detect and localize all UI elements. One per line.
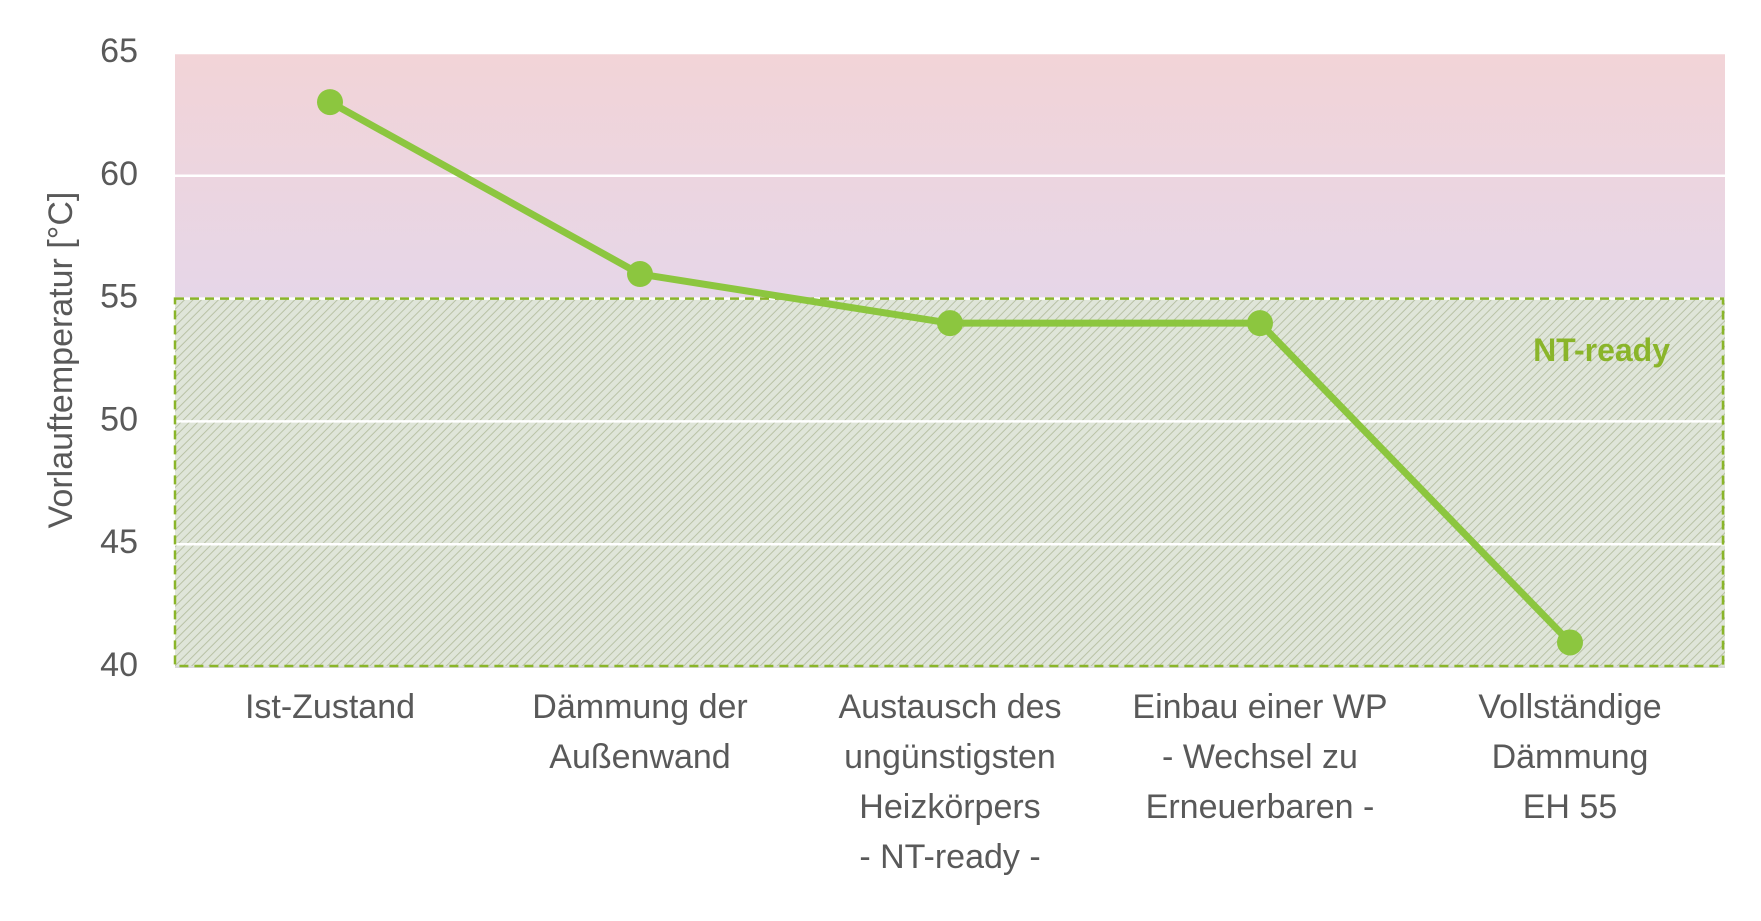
data-point-1 [627,261,653,288]
y-tick-label-60: 60 [100,155,138,193]
nt-ready-zone-band [175,298,1725,667]
nt-ready-zone-border [173,297,1725,668]
x-category-label-1: Dämmung der Außenwand [532,688,747,776]
x-category-label-3: Einbau einer WP - Wechsel zu Erneuerbaren … [1132,688,1387,826]
y-axis-label: Vorlauftemperatur [°C] [42,192,80,529]
x-category-label-4: Vollständige Dämmung EH 55 [1478,688,1661,826]
y-tick-label-40: 40 [100,646,138,684]
y-tick-label-50: 50 [100,400,138,438]
nt-ready-zone-label: NT-ready [1533,332,1670,368]
data-point-2 [937,310,963,337]
data-point-0 [317,89,343,116]
data-point-4 [1557,629,1583,656]
y-tick-label-45: 45 [100,523,138,561]
y-tick-label-55: 55 [100,278,138,316]
x-category-label-0: Ist-Zustand [245,688,415,726]
y-tick-label-65: 65 [100,32,138,70]
data-point-3 [1247,310,1273,337]
x-category-label-2: Austausch des ungünstigsten Heizkörpers - N… [838,688,1061,876]
